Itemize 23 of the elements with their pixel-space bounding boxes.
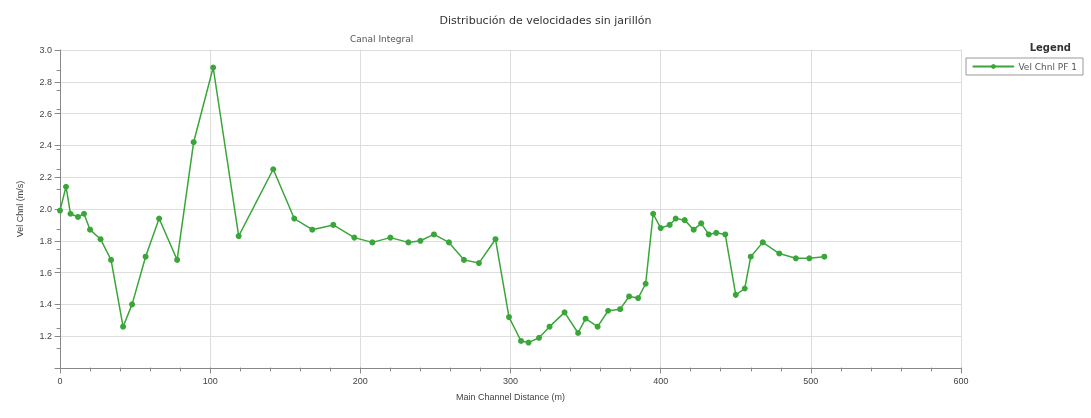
x-axis-title: Main Channel Distance (m) [455, 391, 566, 402]
x-tick-label: 600 [953, 375, 969, 386]
x-tick-label: 0 [57, 375, 63, 386]
y-tick-label: 1.8 [39, 235, 52, 246]
legend-title: Legend [1029, 41, 1071, 53]
y-tick-label: 3.0 [39, 45, 52, 55]
y-tick-label: 1.6 [39, 267, 52, 278]
x-tick-label: 500 [803, 375, 819, 386]
y-tick-label: 2.6 [39, 108, 52, 119]
chart-title: Distribución de velocidades sin jarillón [439, 14, 652, 27]
y-tick-label: 2.4 [39, 140, 52, 151]
x-tick-label: 200 [352, 375, 368, 386]
x-tick-label: 100 [202, 375, 218, 386]
y-tick-label: 2.8 [39, 76, 52, 87]
text: Canal Integral [350, 33, 414, 44]
legend-label: Vel Chnl PF 1 [1018, 61, 1078, 72]
y-tick-label: 2.0 [39, 204, 52, 214]
y-tick-label: 1.4 [39, 299, 52, 310]
y-axis-title: Vel Chnl (m/s) [14, 180, 25, 238]
y-tick-label: 1.2 [39, 331, 52, 342]
x-tick-label: 400 [653, 375, 669, 386]
y-tick-label: 2.2 [39, 172, 52, 183]
x-tick-label: 300 [502, 375, 519, 386]
